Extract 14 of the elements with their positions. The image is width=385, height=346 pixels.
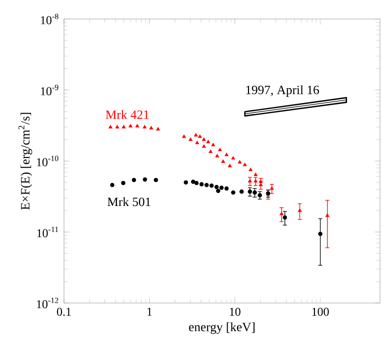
series-label: Mrk 421 (106, 110, 149, 119)
y-tick-label: 10$^{-12}$ (37, 298, 58, 308)
y-axis-title: E×F(E) [erg/cm$^{2}$/s] (18, 112, 32, 210)
y-tick-label: 10$^{-9}$ (41, 84, 58, 96)
x-axis-title: energy [keV] (189, 322, 255, 334)
y-tick-label: 10$^{-11}$ (37, 226, 58, 238)
series-label: Mrk 501 (108, 197, 150, 206)
x-tick-label: 1 (147, 308, 152, 316)
y-tick-label: 10$^{-10}$ (37, 156, 58, 166)
y-tick-label: 10$^{-8}$ (41, 14, 58, 24)
series-label: 1997, April 16 (246, 85, 319, 97)
x-tick-label: 0.1 (56, 308, 71, 316)
x-tick-label: 100 (312, 308, 329, 316)
x-tick-label: 10 (230, 308, 240, 316)
